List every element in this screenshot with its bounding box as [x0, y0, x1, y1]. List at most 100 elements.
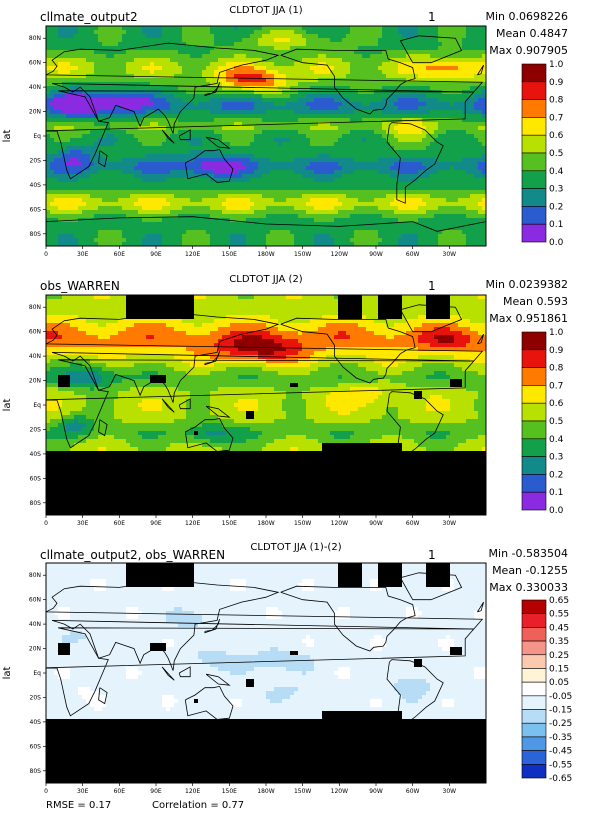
colorbar-swatch — [521, 223, 547, 243]
panel-1-mean: Mean 0.4847 — [496, 27, 568, 40]
panel-2-colorbar: 1.0 0.9 0.8 0.7 0.6 0.5 0.4 0.3 0.2 0.1 0.0 — [521, 328, 564, 516]
continent-outlines — [46, 35, 486, 246]
panel-2-mean: Mean 0.593 — [503, 295, 568, 308]
panel-3-page: 1 — [428, 548, 436, 562]
panel-2-name: obs_WARREN — [40, 279, 120, 293]
y-tick-label: 40S — [30, 182, 42, 189]
colorbar-swatch — [521, 438, 547, 457]
colorbar-label: 0.6 — [549, 399, 564, 409]
panel-2-ylabel: lat — [2, 399, 13, 412]
colorbar-swatch — [521, 627, 547, 642]
y-tick-label: 20N — [29, 109, 41, 116]
x-tick-label: 90W — [369, 520, 383, 527]
colorbar-swatch — [521, 640, 547, 656]
colorbar-swatch — [521, 668, 547, 683]
colorbar-label: 0.0 — [549, 506, 564, 516]
colorbar-label: -0.25 — [549, 719, 572, 729]
x-tick-label: 60E — [114, 520, 126, 527]
colorbar-label: -0.65 — [549, 774, 572, 784]
y-tick-label: 60N — [29, 329, 41, 336]
y-tick-label: 60N — [29, 597, 41, 604]
colorbar-swatch — [521, 695, 547, 710]
x-tick-label: 30W — [443, 251, 457, 258]
panel-3-colorbar: 0.65 0.55 0.45 0.35 0.25 0.15 0.05 -0.05 -0.15 -0… — [521, 596, 572, 784]
y-tick-label: Eq — [33, 670, 41, 677]
panel-3-name: cllmate_output2, obs_WARREN — [40, 548, 225, 562]
panel-1-axis-ticks: 0 30E 60E 90E 120E 150E 180W 150W 120W 90W 60W 30W 8… — [29, 35, 456, 258]
colorbar-label: 0.5 — [549, 149, 563, 159]
colorbar-label: 0.0 — [549, 238, 564, 248]
colorbar-label: 0.1 — [549, 220, 563, 230]
x-tick-label: 150W — [294, 251, 311, 258]
rmse-label: RMSE = 0.17 — [46, 800, 111, 811]
colorbar-swatch — [521, 599, 547, 614]
colorbar-label: 0.9 — [549, 78, 564, 88]
colorbar-label: 0.6 — [549, 131, 564, 141]
x-tick-label: 150W — [294, 520, 311, 527]
panel-3-title: CLDTOT JJA (1)-(2) — [250, 542, 341, 553]
panel-3-mean: Mean -0.1255 — [492, 564, 568, 577]
y-tick-label: 20N — [29, 646, 41, 653]
colorbar-swatch — [521, 456, 547, 475]
y-tick-label: 20N — [29, 378, 41, 385]
colorbar-swatch — [521, 81, 547, 100]
colorbar-swatch — [521, 134, 547, 154]
panel-3-axis-ticks: 0 30E 60E 90E 120E 150E 180W 150W 120W 90W 60W 30W 8… — [29, 572, 456, 795]
y-tick-label: Eq — [33, 402, 41, 409]
x-tick-label: 120W — [331, 788, 348, 795]
x-tick-label: 60E — [114, 788, 126, 795]
colorbar-swatch — [521, 63, 547, 83]
x-tick-label: 30W — [443, 520, 457, 527]
colorbar-swatch — [521, 764, 547, 779]
colorbar-label: 0.9 — [549, 346, 564, 356]
x-tick-label: 60W — [406, 788, 420, 795]
colorbar-swatch — [521, 367, 547, 386]
colorbar-label: 0.5 — [549, 417, 563, 427]
colorbar-label: 0.8 — [549, 364, 564, 374]
y-tick-label: 80S — [30, 500, 42, 507]
colorbar-label: 0.65 — [549, 596, 569, 606]
x-tick-label: 180W — [257, 251, 274, 258]
colorbar-swatch — [521, 491, 547, 511]
x-tick-label: 120W — [331, 251, 348, 258]
colorbar-swatch — [521, 420, 547, 440]
colorbar-label: 0.55 — [549, 610, 569, 620]
panel-2-title: CLDTOT JJA (2) — [229, 274, 303, 285]
y-tick-label: 40S — [30, 451, 42, 458]
panel-2-min: Min 0.0239382 — [486, 278, 569, 291]
colorbar-label: -0.55 — [549, 760, 572, 770]
y-tick-label: 20S — [30, 157, 42, 164]
colorbar-swatch — [521, 385, 547, 404]
x-tick-label: 120E — [185, 520, 200, 527]
panel-1-page: 1 — [428, 10, 436, 24]
panel-2-max: Max 0.951861 — [489, 312, 568, 325]
y-tick-label: 60N — [29, 60, 41, 67]
x-tick-label: 0 — [44, 251, 48, 258]
panel-3-map — [46, 563, 486, 783]
colorbar-swatch — [521, 736, 547, 751]
y-tick-label: 20S — [30, 694, 42, 701]
panel-3: cllmate_output2, obs_WARREN CLDTOT JJA (… — [2, 542, 572, 811]
y-tick-label: 60S — [30, 206, 42, 213]
y-tick-label: 40S — [30, 719, 42, 726]
colorbar-label: 0.2 — [549, 202, 563, 212]
x-tick-label: 90E — [150, 520, 162, 527]
x-tick-label: 120E — [185, 251, 200, 258]
continent-outlines — [46, 304, 486, 515]
x-tick-label: 180W — [257, 788, 274, 795]
panel-3-min: Min -0.583504 — [489, 547, 568, 560]
colorbar-label: 0.4 — [549, 435, 564, 445]
x-tick-label: 90E — [150, 251, 162, 258]
x-tick-label: 150E — [222, 520, 237, 527]
y-tick-label: 60S — [30, 475, 42, 482]
y-tick-label: 20S — [30, 426, 42, 433]
x-tick-label: 90W — [369, 251, 383, 258]
correlation-label: Correlation = 0.77 — [152, 800, 244, 811]
x-tick-label: 0 — [44, 520, 48, 527]
panel-1-max: Max 0.907905 — [489, 44, 568, 57]
colorbar-swatch — [521, 681, 547, 697]
x-tick-label: 150E — [222, 788, 237, 795]
x-tick-label: 60W — [406, 251, 420, 258]
colorbar-swatch — [521, 654, 547, 669]
